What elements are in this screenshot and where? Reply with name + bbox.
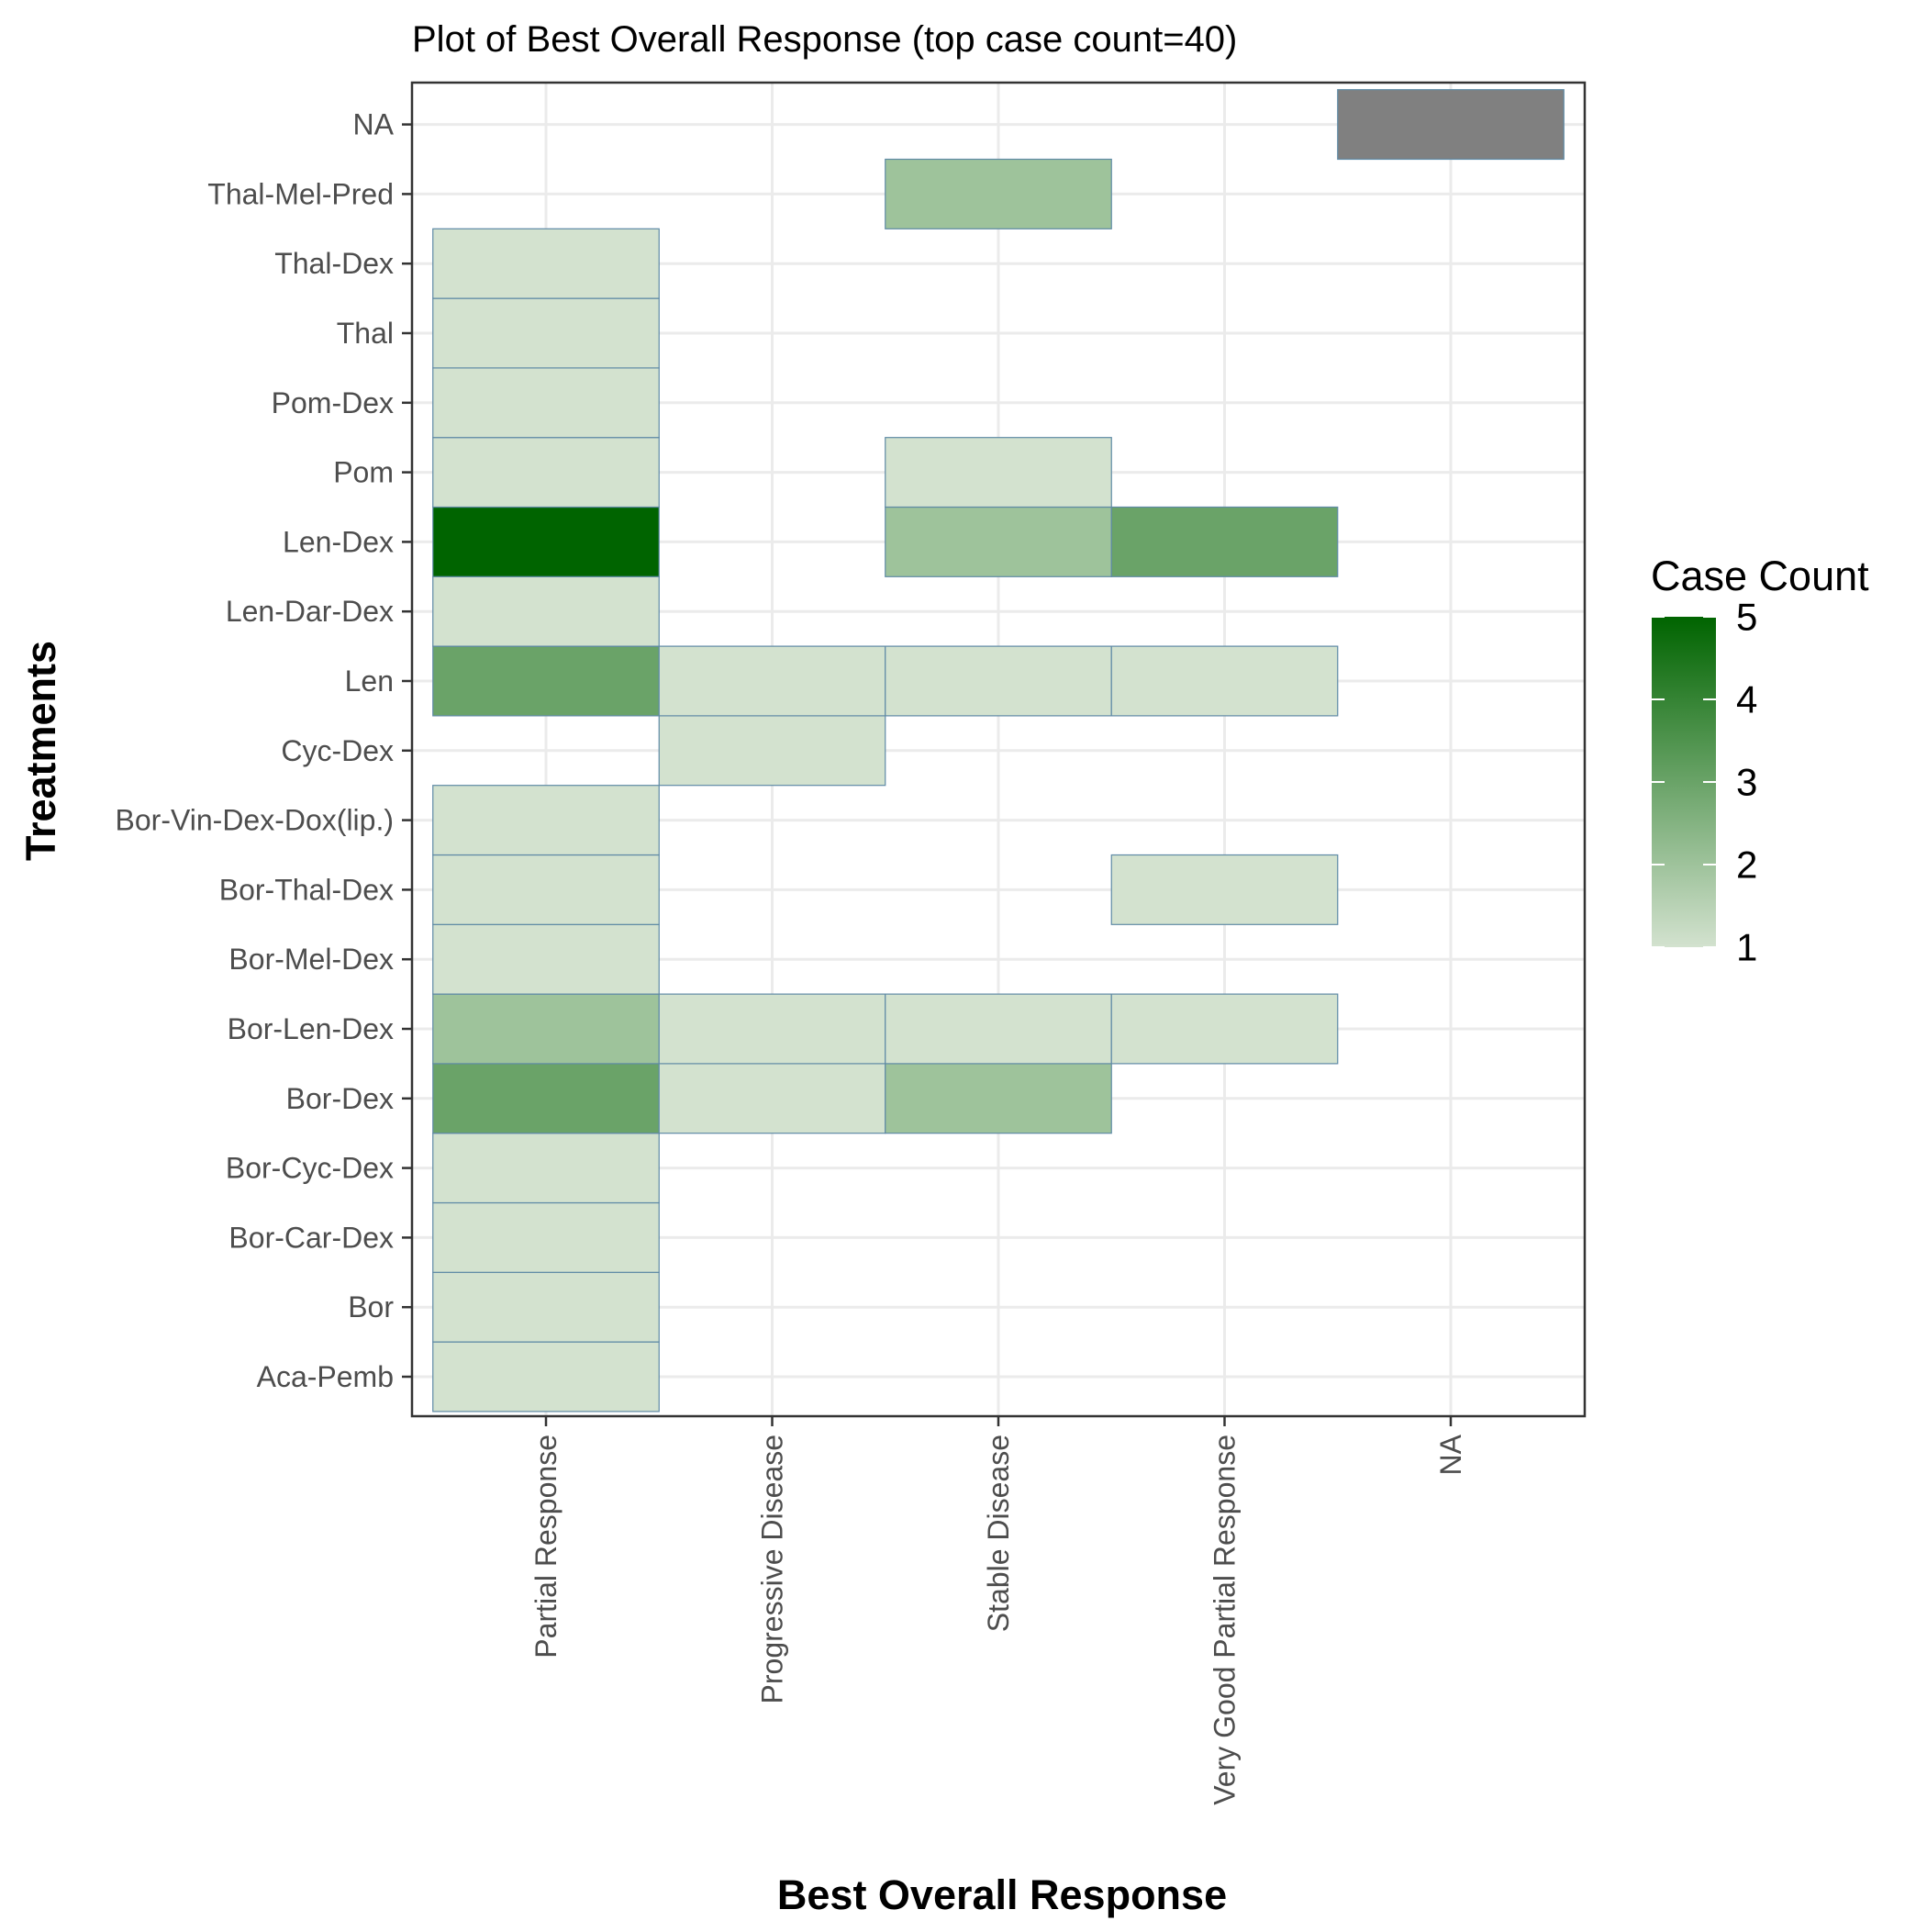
heatmap-cell [432,1063,660,1134]
heatmap-cell [432,1133,660,1204]
heatmap-cell [885,158,1112,229]
y-axis-title: Treatments [17,641,64,861]
y-tick-label: Cyc-Dex [281,734,394,767]
heatmap-cell [658,993,886,1065]
y-tick-label: Bor-Cyc-Dex [226,1152,394,1185]
heatmap-cell [432,785,660,856]
y-tick-label: Bor-Len-Dex [228,1012,394,1045]
heatmap-cell [885,506,1112,577]
legend-label: 5 [1736,596,1757,639]
heatmap-cell [658,1063,886,1134]
y-tick-label: Bor-Thal-Dex [219,873,394,906]
legend-label: 3 [1736,761,1757,804]
x-tick-label: NA [1434,1434,1467,1475]
heatmap-cell [432,367,660,439]
axis-ticks: Aca-Pemb Bor Bor-Car-Dex Bor-Cyc-Dex Bor-Dex… [116,108,1467,1805]
y-tick-label: Aca-Pemb [257,1360,394,1393]
y-tick-label: Pom [333,456,394,489]
heatmap-cell [1110,506,1339,577]
heatmap-cell [658,645,886,717]
heatmap-cell [432,645,660,717]
plot-panel [410,81,1587,1418]
y-tick-label: Bor-Vin-Dex-Dox(lip.) [116,804,394,837]
heatmap-cell [1337,89,1565,161]
y-tick-label: NA [353,108,395,141]
heatmap-cell [432,506,660,577]
y-tick-label: Thal-Dex [274,247,394,280]
y-tick-label: Pom-Dex [272,386,394,419]
heatmap-cell [432,437,660,508]
y-tick-label: Bor-Car-Dex [228,1221,394,1254]
legend-label: 2 [1736,843,1757,887]
x-tick-label: Stable Disease [982,1435,1015,1632]
y-tick-label: Bor [348,1290,394,1323]
x-tick-label: Progressive Disease [756,1435,789,1703]
y-tick-label: Len [345,664,394,698]
heatmap-cell [432,228,660,299]
heatmap-cell [432,1201,660,1273]
y-tick-label: Len-Dar-Dex [226,595,394,628]
x-axis-title: Best Overall Response [777,1871,1227,1918]
heatmap-cell [885,645,1112,717]
heatmap-cell [432,297,660,369]
y-tick-label: Len-Dex [283,525,394,558]
heatmap-cell [1110,993,1339,1065]
heatmap-cell [432,575,660,647]
heatmap-cell [885,437,1112,508]
y-tick-label: Bor-Mel-Dex [228,943,394,976]
legend-label: 4 [1736,678,1757,721]
heatmap-cell [885,1063,1112,1134]
y-tick-label: Thal [337,317,394,350]
heatmap-cell [1110,645,1339,717]
legend: Case Count 1 2 3 4 5 [1651,553,1869,969]
heatmap-cell [432,854,660,925]
heatmap-cell [658,715,886,787]
heatmap-cell [432,1341,660,1413]
heatmap-cell [432,1271,660,1343]
legend-label: 1 [1736,926,1757,969]
heatmap-cell [885,993,1112,1065]
y-tick-label: Thal-Mel-Pred [207,177,394,210]
heatmap-cell [432,923,660,995]
heatmap-cell [1110,854,1339,925]
chart-title: Plot of Best Overall Response (top case … [412,19,1237,60]
y-tick-label: Bor-Dex [286,1082,394,1115]
heatmap-cell [432,993,660,1065]
legend-title: Case Count [1651,553,1869,599]
x-tick-label: Very Good Partial Response [1209,1435,1242,1805]
x-tick-label: Partial Response [529,1435,563,1658]
